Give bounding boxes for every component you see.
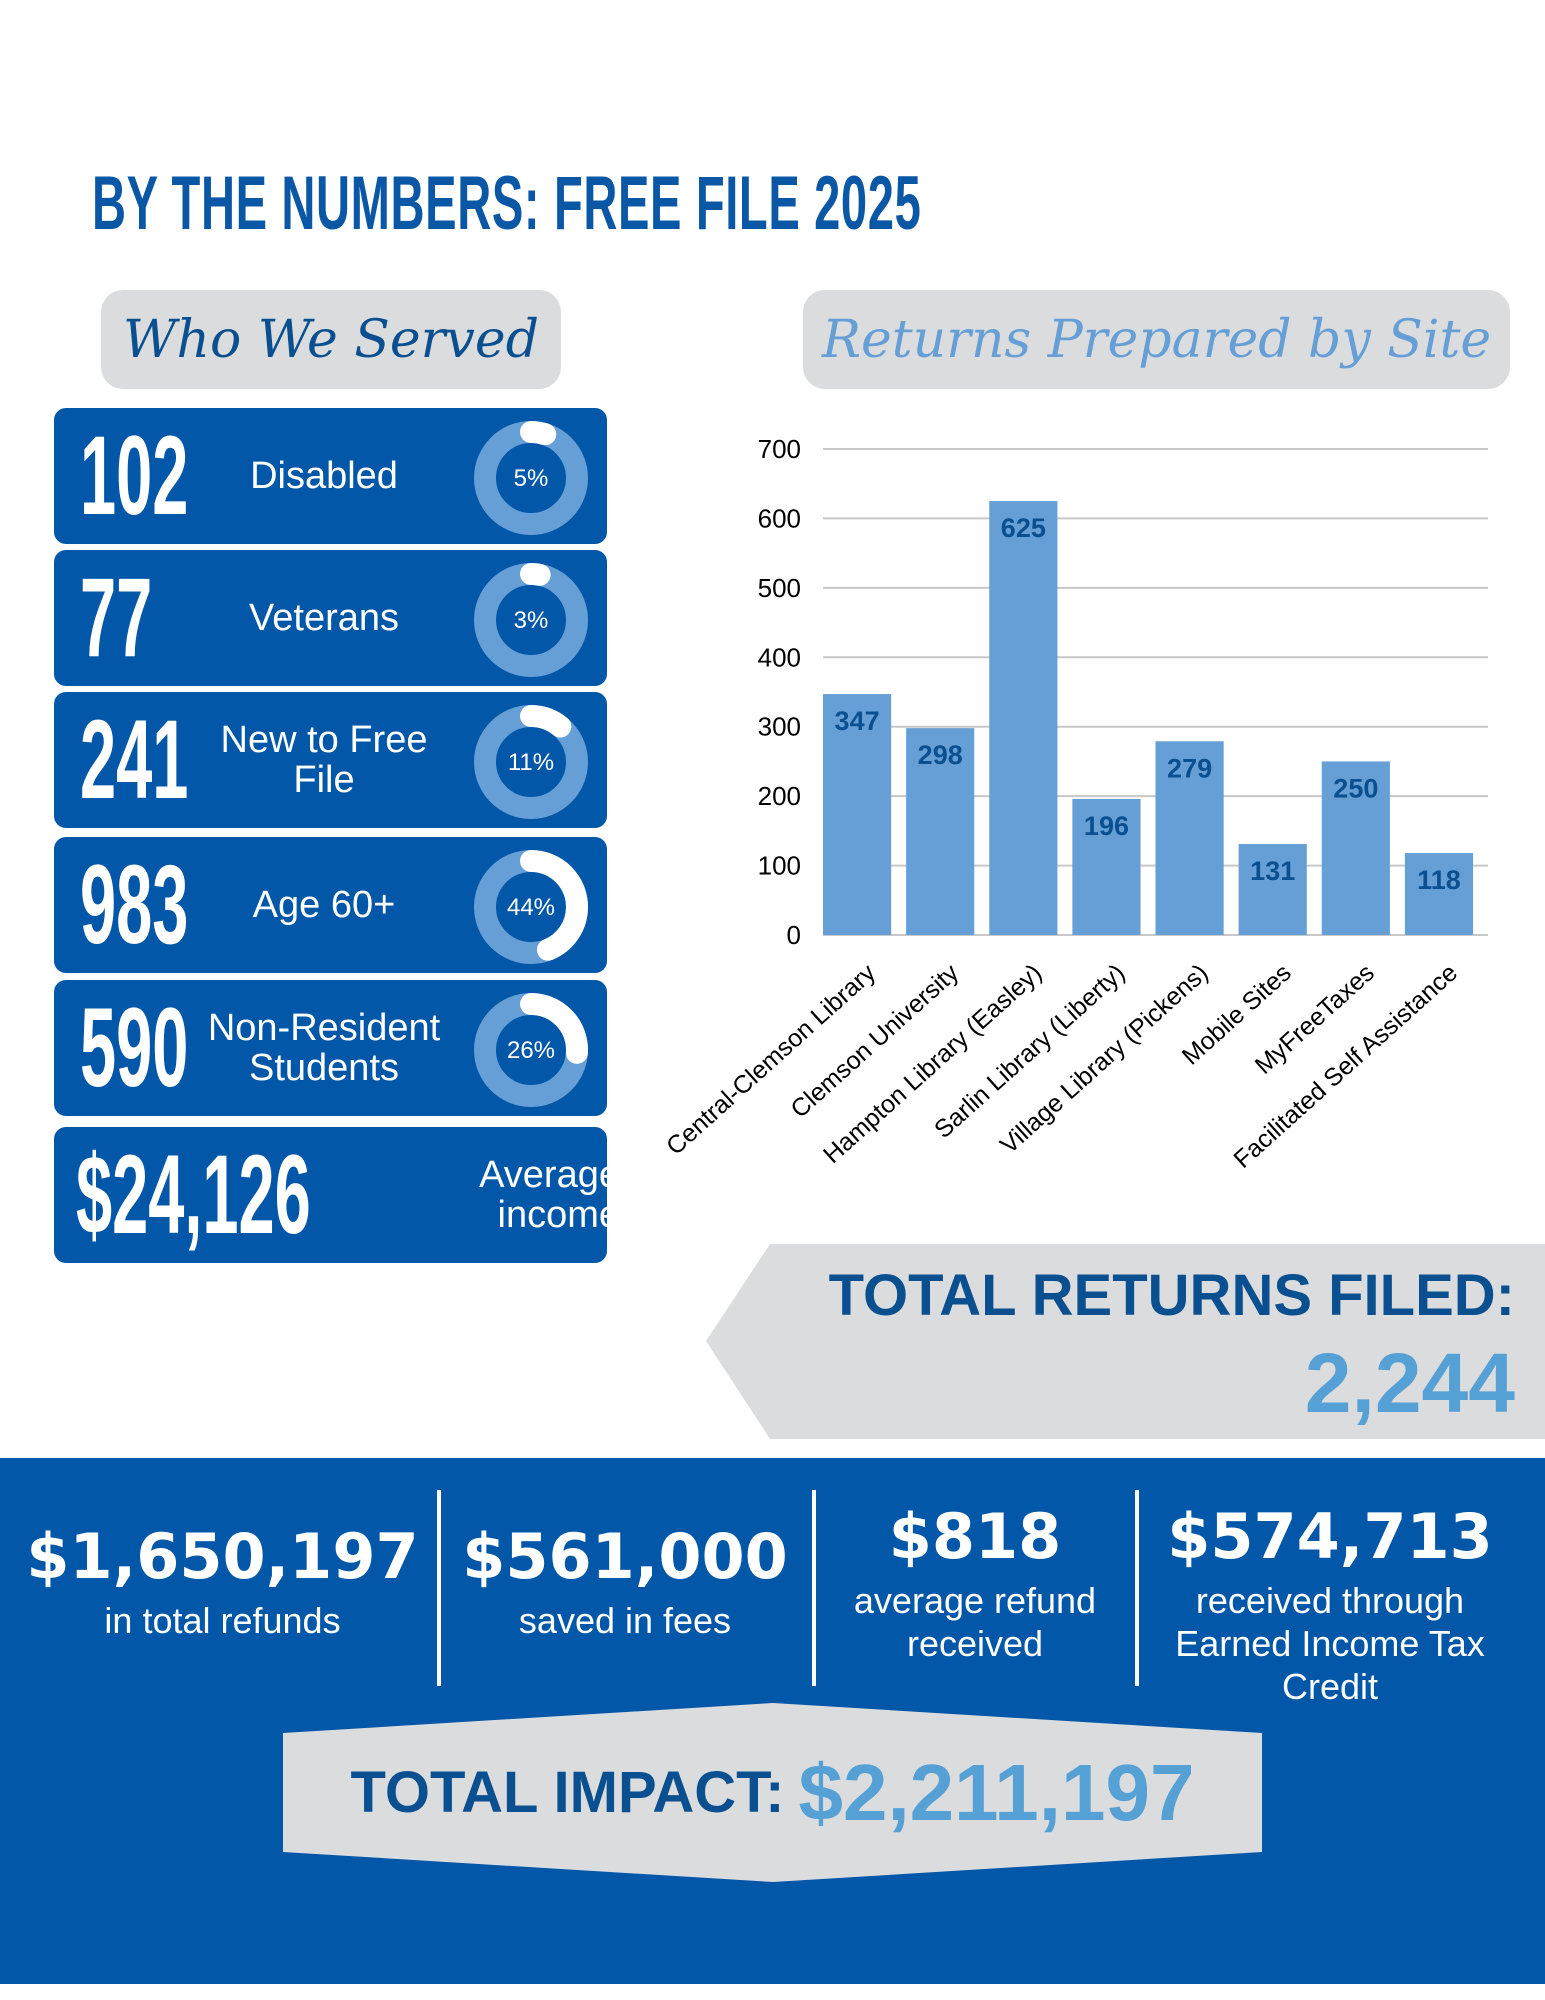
served-label: New to Free File bbox=[220, 719, 428, 801]
divider bbox=[812, 1490, 816, 1686]
total-returns-value: 2,244 bbox=[1304, 1336, 1515, 1430]
y-tick-label: 400 bbox=[758, 642, 801, 672]
bar bbox=[823, 694, 892, 935]
y-tick-label: 500 bbox=[758, 573, 801, 603]
percent-label: 11% bbox=[508, 749, 554, 776]
bar bbox=[906, 728, 975, 935]
y-tick-label: 200 bbox=[758, 781, 801, 811]
income-number: $24,126 bbox=[76, 1132, 311, 1257]
served-label: Veterans bbox=[249, 597, 399, 639]
served-number: 590 bbox=[80, 985, 189, 1110]
stat-label: in total refunds bbox=[104, 1600, 341, 1641]
stat-value: $1,650,197 bbox=[26, 1520, 419, 1593]
bar bbox=[1155, 741, 1224, 935]
total-impact-value: $2,211,197 bbox=[798, 1747, 1195, 1837]
bar bbox=[1404, 853, 1474, 935]
percent-label: 3% bbox=[514, 607, 549, 634]
served-card: 102 Disabled 5% bbox=[54, 408, 607, 544]
divider bbox=[437, 1490, 441, 1686]
y-tick-label: 700 bbox=[758, 434, 801, 464]
data-label: 118 bbox=[1417, 865, 1461, 895]
stat-value: $561,000 bbox=[462, 1520, 788, 1593]
served-label: Disabled bbox=[250, 455, 398, 497]
y-tick-label: 300 bbox=[758, 712, 801, 742]
served-card: 983 Age 60+ 44% bbox=[54, 837, 607, 973]
bar-chart: 0100200300400500600700347Central-Clemson… bbox=[661, 434, 1488, 1174]
income-label: Average income bbox=[479, 1154, 620, 1236]
total-impact: TOTAL IMPACT: $2,211,197 bbox=[283, 1703, 1262, 1882]
divider bbox=[1135, 1490, 1139, 1686]
served-number: 102 bbox=[80, 413, 189, 538]
data-label: 298 bbox=[918, 740, 963, 770]
y-tick-label: 600 bbox=[758, 503, 801, 533]
stat-value: $574,713 bbox=[1167, 1500, 1493, 1573]
served-number: 77 bbox=[80, 555, 153, 680]
percent-donut: 3% bbox=[474, 563, 588, 677]
percent-donut: 5% bbox=[474, 421, 588, 535]
bar bbox=[989, 501, 1058, 935]
bar bbox=[1072, 798, 1141, 935]
data-label: 347 bbox=[835, 706, 880, 736]
total-returns-shape bbox=[706, 1244, 1545, 1439]
served-card: 77 Veterans 3% bbox=[54, 550, 607, 686]
percent-donut: 44% bbox=[474, 850, 588, 964]
income-card: $24,126 Average income bbox=[54, 1127, 620, 1263]
served-card: 241 New to Free File 11% bbox=[54, 692, 607, 828]
total-impact-label: TOTAL IMPACT: bbox=[350, 1760, 785, 1825]
who-we-served-heading: Who We Served bbox=[101, 290, 561, 389]
stat-label: average refund received bbox=[853, 1580, 1097, 1664]
percent-label: 26% bbox=[507, 1037, 555, 1064]
data-label: 131 bbox=[1250, 856, 1295, 886]
stat-average-refund: $818 average refund received bbox=[820, 1500, 1130, 1665]
bar bbox=[1238, 844, 1307, 935]
stat-label: saved in fees bbox=[518, 1600, 732, 1641]
y-tick-label: 100 bbox=[758, 851, 801, 881]
data-label: 196 bbox=[1084, 811, 1129, 841]
data-label: 250 bbox=[1333, 773, 1378, 803]
stat-saved-fees: $561,000 saved in fees bbox=[445, 1520, 805, 1642]
served-card: 590 Non-Resident Students 26% bbox=[54, 980, 607, 1116]
y-tick-label: 0 bbox=[787, 920, 801, 950]
total-impact-shape bbox=[283, 1703, 1262, 1882]
served-number: 241 bbox=[80, 697, 189, 822]
page-title: BY THE NUMBERS: FREE FILE 2025 bbox=[92, 161, 922, 246]
stat-total-refunds: $1,650,197 in total refunds bbox=[20, 1520, 425, 1642]
stat-value: $818 bbox=[888, 1500, 1062, 1573]
percent-label: 44% bbox=[507, 894, 555, 921]
stat-label: received through Earned Income Tax Credi… bbox=[1175, 1580, 1485, 1707]
data-label: 625 bbox=[1001, 513, 1046, 543]
bar bbox=[1321, 761, 1390, 935]
percent-donut: 11% bbox=[474, 705, 588, 819]
percent-label: 5% bbox=[514, 465, 549, 492]
served-number: 983 bbox=[80, 842, 189, 967]
data-label: 279 bbox=[1167, 753, 1212, 783]
served-label: Age 60+ bbox=[252, 884, 396, 926]
stat-eitc: $574,713 received through Earned Income T… bbox=[1145, 1500, 1515, 1708]
percent-donut: 26% bbox=[474, 993, 588, 1107]
served-label: Non-Resident Students bbox=[207, 1007, 441, 1089]
chart-title: Returns Prepared by Site bbox=[803, 290, 1510, 389]
total-returns-label: TOTAL RETURNS FILED: bbox=[828, 1263, 1515, 1328]
